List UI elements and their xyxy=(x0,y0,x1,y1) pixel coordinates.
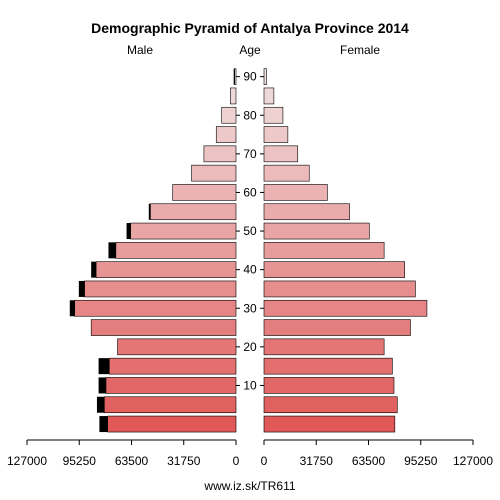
age-tick-label-10: 10 xyxy=(243,378,257,392)
male-x-tick-label-31750: 31750 xyxy=(167,454,201,468)
female-x-tick-label-31750: 31750 xyxy=(300,454,334,468)
female-bar-10-14 xyxy=(263,377,395,394)
female-bar-45-49 xyxy=(263,242,385,259)
age-tick-label-60: 60 xyxy=(243,185,257,199)
male-bar-70-74 xyxy=(203,145,237,163)
male-x-tick-label-63500: 63500 xyxy=(115,454,149,468)
male-bar-30-34 xyxy=(74,299,237,317)
female-bar-25-29 xyxy=(263,319,411,336)
male-bar-0-4 xyxy=(107,415,237,433)
female-bar-15-19 xyxy=(263,357,393,375)
male-bar-20-24 xyxy=(117,338,237,356)
female-bar-80-84 xyxy=(263,106,284,124)
male-bar-10-14 xyxy=(105,377,237,394)
female-bar-60-64 xyxy=(263,184,328,201)
male-excess-55-59 xyxy=(148,203,151,220)
male-excess-10-14 xyxy=(98,377,106,394)
male-bar-15-19 xyxy=(108,357,237,375)
male-excess-40-44 xyxy=(91,261,97,278)
female-bar-40-44 xyxy=(263,261,406,278)
female-bar-55-59 xyxy=(263,203,350,221)
male-bar-55-59 xyxy=(150,203,237,221)
female-bar-70-74 xyxy=(263,145,299,163)
male-excess-0-4 xyxy=(99,416,108,433)
bars-group xyxy=(69,68,428,433)
age-tick-label-40: 40 xyxy=(243,263,257,277)
male-excess-15-19 xyxy=(98,358,110,375)
male-bar-50-54 xyxy=(130,222,237,240)
female-bar-75-79 xyxy=(263,126,289,143)
female-bar-85-89 xyxy=(263,87,275,105)
male-bar-85-89 xyxy=(230,87,237,105)
male-excess-30-34 xyxy=(69,300,75,317)
female-bar-30-34 xyxy=(263,299,428,317)
male-bar-65-69 xyxy=(191,164,237,182)
male-bar-40-44 xyxy=(95,261,237,278)
source-label: www.iz.sk/TR611 xyxy=(203,479,295,493)
age-tick-label-50: 50 xyxy=(243,224,257,238)
age-label: Age xyxy=(239,43,261,57)
male-bar-90+ xyxy=(234,68,237,85)
female-bar-90+ xyxy=(263,68,267,85)
female-bar-0-4 xyxy=(263,415,396,433)
male-bar-35-39 xyxy=(84,280,237,298)
female-x-tick-label-95250: 95250 xyxy=(404,454,438,468)
male-bar-45-49 xyxy=(115,242,237,259)
male-excess-50-54 xyxy=(126,223,131,240)
male-x-tick-label-95250: 95250 xyxy=(63,454,97,468)
male-label: Male xyxy=(127,43,153,57)
female-bar-5-9 xyxy=(263,396,398,414)
age-tick-label-20: 20 xyxy=(243,340,257,354)
male-bar-25-29 xyxy=(90,319,237,336)
female-bar-65-69 xyxy=(263,164,310,182)
female-bar-20-24 xyxy=(263,338,385,356)
male-x-tick-label-0: 0 xyxy=(233,454,240,468)
female-x-tick-label-0: 0 xyxy=(261,454,268,468)
age-tick-label-80: 80 xyxy=(243,108,257,122)
male-excess-90+ xyxy=(233,68,235,85)
female-x-tick-label-127000: 127000 xyxy=(453,454,493,468)
female-bar-50-54 xyxy=(263,222,370,240)
male-bar-60-64 xyxy=(172,184,237,201)
female-label: Female xyxy=(340,43,380,57)
male-bar-75-79 xyxy=(215,126,237,143)
male-bar-5-9 xyxy=(104,396,237,414)
age-tick-label-90: 90 xyxy=(243,70,257,84)
male-excess-35-39 xyxy=(78,280,85,297)
age-tick-label-70: 70 xyxy=(243,147,257,161)
axes-group: 10 20 30 40 50 60 70 80 90 127000 95250 63500 31750 0… xyxy=(7,70,493,468)
male-x-tick-label-127000: 127000 xyxy=(7,454,47,468)
age-tick-label-30: 30 xyxy=(243,301,257,315)
female-x-tick-label-63500: 63500 xyxy=(352,454,386,468)
male-excess-45-49 xyxy=(108,242,116,259)
female-bar-35-39 xyxy=(263,280,416,298)
male-bar-80-84 xyxy=(221,106,237,124)
chart-title: Demographic Pyramid of Antalya Province … xyxy=(91,20,409,36)
male-excess-5-9 xyxy=(96,396,105,413)
